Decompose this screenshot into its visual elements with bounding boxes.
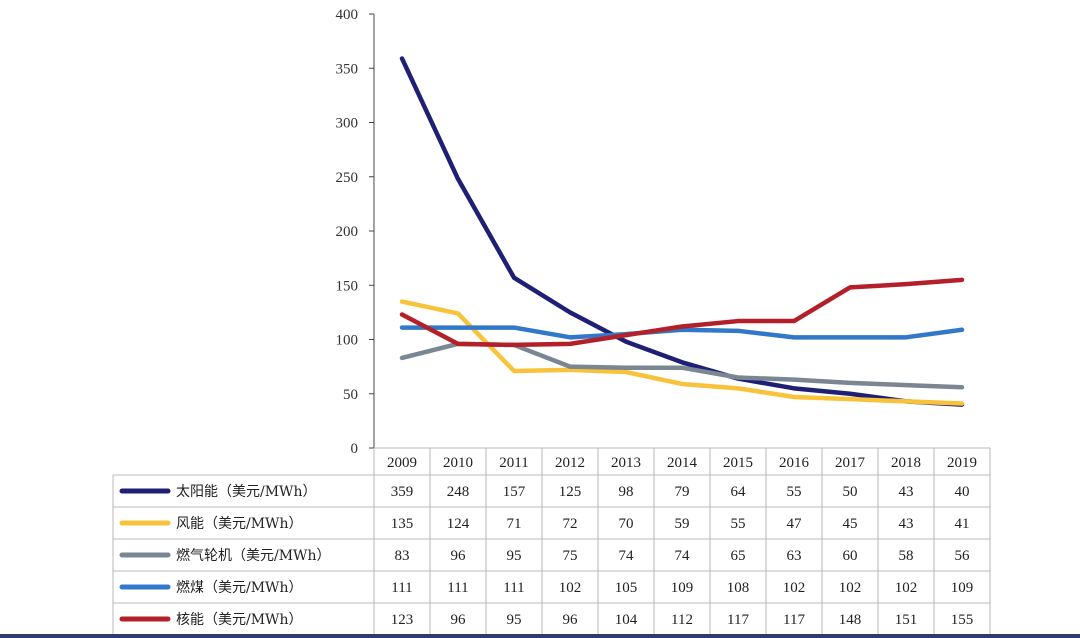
legend-label: 燃煤（美元/MWh） — [176, 579, 302, 596]
table-cell: 56 — [955, 548, 971, 564]
table-cell: 96 — [451, 548, 467, 564]
y-tick-label: 100 — [336, 333, 359, 349]
table-cell: 41 — [955, 516, 970, 532]
table-cell: 83 — [395, 548, 410, 564]
series-line-3 — [399, 325, 965, 340]
table-cell: 111 — [391, 580, 412, 596]
table-cell: 117 — [783, 612, 805, 628]
x-tick-label: 2016 — [779, 455, 810, 471]
table-cell: 108 — [727, 580, 750, 596]
table-cell: 155 — [951, 612, 974, 628]
y-tick-label: 200 — [336, 224, 359, 240]
y-tick-label: 300 — [336, 116, 359, 132]
table-cell: 148 — [839, 612, 862, 628]
table-cell: 55 — [787, 484, 802, 500]
table-cell: 157 — [503, 484, 526, 500]
table-cell: 102 — [895, 580, 918, 596]
table-cell: 135 — [391, 516, 414, 532]
table-cell: 123 — [391, 612, 414, 628]
table-cell: 63 — [787, 548, 802, 564]
table-cell: 74 — [619, 548, 635, 564]
series-line-2 — [399, 341, 965, 390]
table-cell: 50 — [843, 484, 858, 500]
table-cell: 117 — [727, 612, 749, 628]
table-cell: 105 — [615, 580, 638, 596]
table-cell: 70 — [619, 516, 634, 532]
y-tick-label: 350 — [336, 61, 359, 77]
series-line-1 — [399, 299, 965, 406]
table-cell: 112 — [671, 612, 693, 628]
table-cell: 60 — [843, 548, 858, 564]
series-lines — [399, 56, 965, 407]
table-cell: 43 — [899, 484, 914, 500]
table-cell: 45 — [843, 516, 858, 532]
table-cell: 75 — [563, 548, 578, 564]
table-cell: 102 — [559, 580, 582, 596]
table-cell: 65 — [731, 548, 746, 564]
table-cell: 40 — [955, 484, 970, 500]
x-tick-label: 2017 — [835, 455, 866, 471]
x-tick-label: 2018 — [891, 455, 921, 471]
series-line-0 — [399, 56, 965, 407]
legend-label: 风能（美元/MWh） — [176, 516, 302, 532]
data-table: 2009 2010 2011 2012 2013 2014 2015 2016 2017 2018… — [112, 447, 991, 636]
table-cell: 125 — [559, 484, 582, 500]
y-tick-label: 400 — [336, 7, 359, 23]
table-cell: 64 — [731, 484, 747, 500]
chart-axes: 0 50 100 150 200 250 300 350 400 — [336, 7, 375, 457]
table-cell: 109 — [951, 580, 974, 596]
legend-label: 太阳能（美元/MWh） — [176, 484, 316, 500]
table-cell: 359 — [391, 484, 414, 500]
table-cell: 47 — [787, 516, 803, 532]
table-cell: 102 — [783, 580, 806, 596]
table-cell: 96 — [451, 612, 467, 628]
x-tick-label: 2011 — [499, 455, 528, 471]
table-cell: 151 — [895, 612, 918, 628]
table-cell: 55 — [731, 516, 746, 532]
table-cell: 95 — [507, 548, 522, 564]
x-tick-label: 2013 — [611, 455, 641, 471]
x-tick-label: 2012 — [555, 455, 585, 471]
y-tick-label: 150 — [336, 278, 359, 294]
table-cell: 43 — [899, 516, 914, 532]
table-cell: 111 — [447, 580, 468, 596]
table-cell: 104 — [615, 612, 638, 628]
x-tick-label: 2010 — [443, 455, 473, 471]
table-cell: 71 — [507, 516, 522, 532]
y-tick-label: 0 — [351, 441, 359, 457]
y-tick-label: 50 — [343, 387, 358, 403]
table-cell: 79 — [675, 484, 690, 500]
x-tick-label: 2015 — [723, 455, 753, 471]
x-tick-label: 2009 — [387, 455, 417, 471]
table-cell: 98 — [619, 484, 634, 500]
bottom-border — [0, 634, 1080, 638]
table-cell: 248 — [447, 484, 470, 500]
table-cell: 72 — [563, 516, 578, 532]
table-cell: 124 — [447, 516, 470, 532]
table-cell: 111 — [503, 580, 524, 596]
table-cell: 109 — [671, 580, 694, 596]
y-tick-label: 250 — [336, 170, 359, 186]
table-cell: 58 — [899, 548, 914, 564]
x-tick-label: 2019 — [947, 455, 977, 471]
legend-label: 燃气轮机（美元/MWh） — [176, 547, 330, 564]
series-line-4 — [399, 277, 965, 348]
table-cell: 59 — [675, 516, 690, 532]
legend-label: 核能（美元/MWh） — [176, 612, 302, 628]
table-cell: 95 — [507, 612, 522, 628]
table-cell: 74 — [675, 548, 691, 564]
table-cell: 96 — [563, 612, 579, 628]
x-tick-label: 2014 — [667, 455, 698, 471]
table-cell: 102 — [839, 580, 862, 596]
